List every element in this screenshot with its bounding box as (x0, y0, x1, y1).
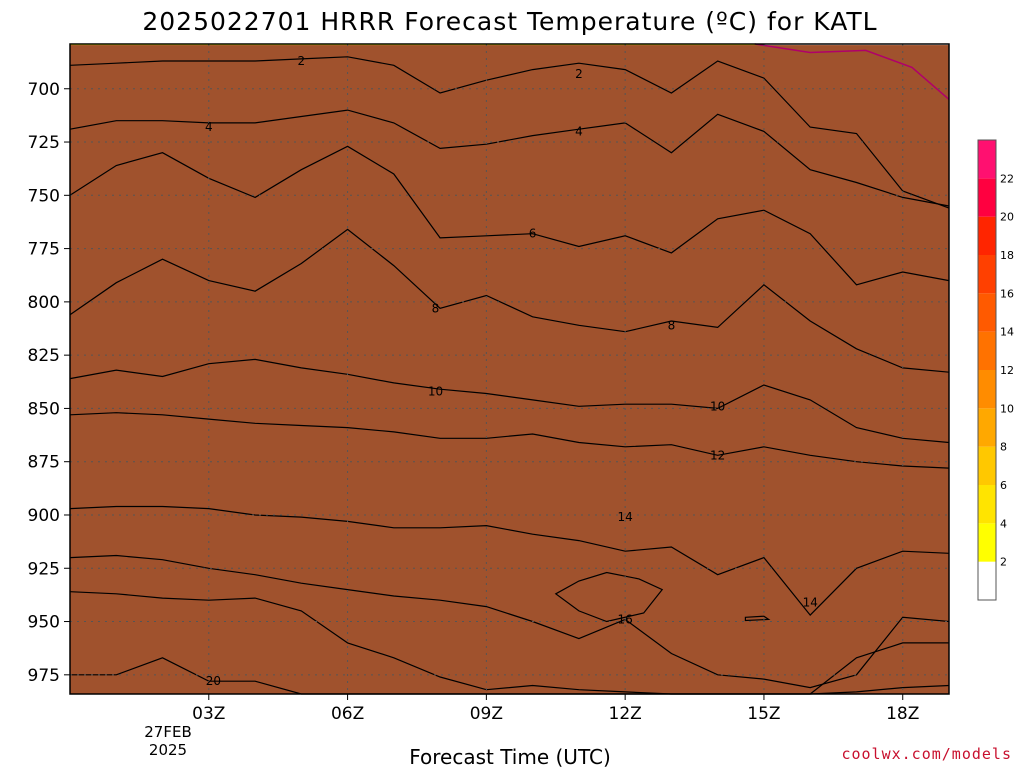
plot-frame (69, 43, 950, 695)
contour-line-12 (69, 412, 950, 469)
contour-pocket-16 (554, 571, 664, 623)
y-tick-label-850: 850 (28, 399, 60, 419)
colorbar-swatch-4 (978, 408, 996, 447)
contour-label-4: 4 (575, 124, 583, 138)
contour-line-10 (69, 358, 950, 444)
x-tick-label-12Z: 12Z (609, 704, 642, 724)
contour-line-2 (69, 56, 950, 209)
colorbar-swatch-9 (978, 216, 996, 255)
colorbar-label-16: 16 (1000, 287, 1014, 300)
contour-line-8 (69, 228, 950, 373)
colorbar-label-14: 14 (1000, 326, 1014, 339)
colorbar-swatch-0 (978, 561, 996, 600)
y-tick-label-950: 950 (28, 613, 60, 633)
y-tick-label-825: 825 (28, 346, 60, 366)
contour-line-14 (69, 505, 950, 616)
contour-line-4 (69, 109, 950, 207)
y-tick-label-775: 775 (28, 240, 60, 260)
y-tick-label-975: 975 (28, 666, 60, 686)
contour-label-16: 16 (618, 612, 633, 626)
colorbar-swatch-7 (978, 293, 996, 332)
x-tick-label-18Z: 18Z (886, 704, 919, 724)
x-tick-label-15Z: 15Z (747, 704, 780, 724)
colorbar-swatch-8 (978, 255, 996, 294)
surface-ground (70, 45, 949, 695)
y-tick-label-925: 925 (28, 559, 60, 579)
contour-label-2: 2 (297, 54, 305, 68)
colorbar-swatch-10 (978, 178, 996, 217)
colorbar-swatch-6 (978, 331, 996, 370)
contour-label-14: 14 (803, 595, 818, 609)
colorbar-label-8: 8 (1000, 441, 1007, 454)
y-axis: 700 725 750 775 800 825 850 875 900 925 950 975 (28, 80, 70, 686)
x-tick-label-09Z: 09Z (470, 704, 503, 724)
colorbar-swatch-2 (978, 485, 996, 524)
date-label-year: 2025 (149, 741, 187, 759)
colorbar-swatch-5 (978, 370, 996, 409)
colorbar-label-18: 18 (1000, 249, 1014, 262)
contour-line-16 (69, 554, 950, 689)
contour-pocket-small (744, 615, 771, 622)
x-axis-label: Forecast Time (UTC) (409, 745, 611, 768)
y-tick-label-750: 750 (28, 186, 60, 206)
contour-label-14: 14 (618, 510, 633, 524)
x-axis: 03Z 06Z 09Z 12Z 15Z 18Z (192, 694, 919, 724)
date-label-day: 27FEB (144, 723, 191, 741)
contour-line-6 (69, 145, 950, 286)
colorbar-label-4: 4 (1000, 517, 1007, 530)
colorbar: 2 4 6 8 10 12 14 16 18 20 22 (977, 139, 1014, 601)
y-tick-label-875: 875 (28, 453, 60, 473)
x-tick-label-03Z: 03Z (192, 704, 225, 724)
contour-label-8: 8 (432, 301, 440, 315)
colorbar-label-2: 2 (1000, 556, 1007, 569)
contour-label-20: 20 (206, 674, 221, 688)
contour-label-8: 8 (668, 318, 676, 332)
colorbar-label-20: 20 (1000, 211, 1014, 224)
y-tick-label-900: 900 (28, 506, 60, 526)
contour-label-12: 12 (710, 448, 725, 462)
y-tick-label-800: 800 (28, 293, 60, 313)
credit-text[interactable]: coolwx.com/models (841, 745, 1012, 763)
contour-label-6: 6 (529, 227, 537, 241)
colorbar-label-22: 22 (1000, 172, 1014, 185)
contour-label-10: 10 (428, 384, 443, 398)
colorbar-swatch-11 (978, 140, 996, 179)
plot-fill-layer (70, 44, 949, 695)
x-tick-label-06Z: 06Z (331, 704, 364, 724)
colorbar-swatch-1 (978, 523, 996, 562)
colorbar-label-10: 10 (1000, 402, 1014, 415)
contour-label-2: 2 (575, 67, 583, 81)
contour-label-4: 4 (205, 120, 213, 134)
colorbar-label-12: 12 (1000, 364, 1014, 377)
y-tick-label-725: 725 (28, 133, 60, 153)
colorbar-label-6: 6 (1000, 479, 1007, 492)
y-tick-label-700: 700 (28, 80, 60, 100)
contour-line-0 (754, 43, 950, 100)
contour-labels-layer: 2 2 4 4 6 8 8 10 10 12 14 14 16 20 (205, 54, 818, 688)
chart-title: 2025022701 HRRR Forecast Temperature (ºC… (142, 7, 877, 36)
contour-label-10: 10 (710, 399, 725, 413)
colorbar-swatch-3 (978, 446, 996, 485)
colorbar-frame (977, 139, 997, 601)
